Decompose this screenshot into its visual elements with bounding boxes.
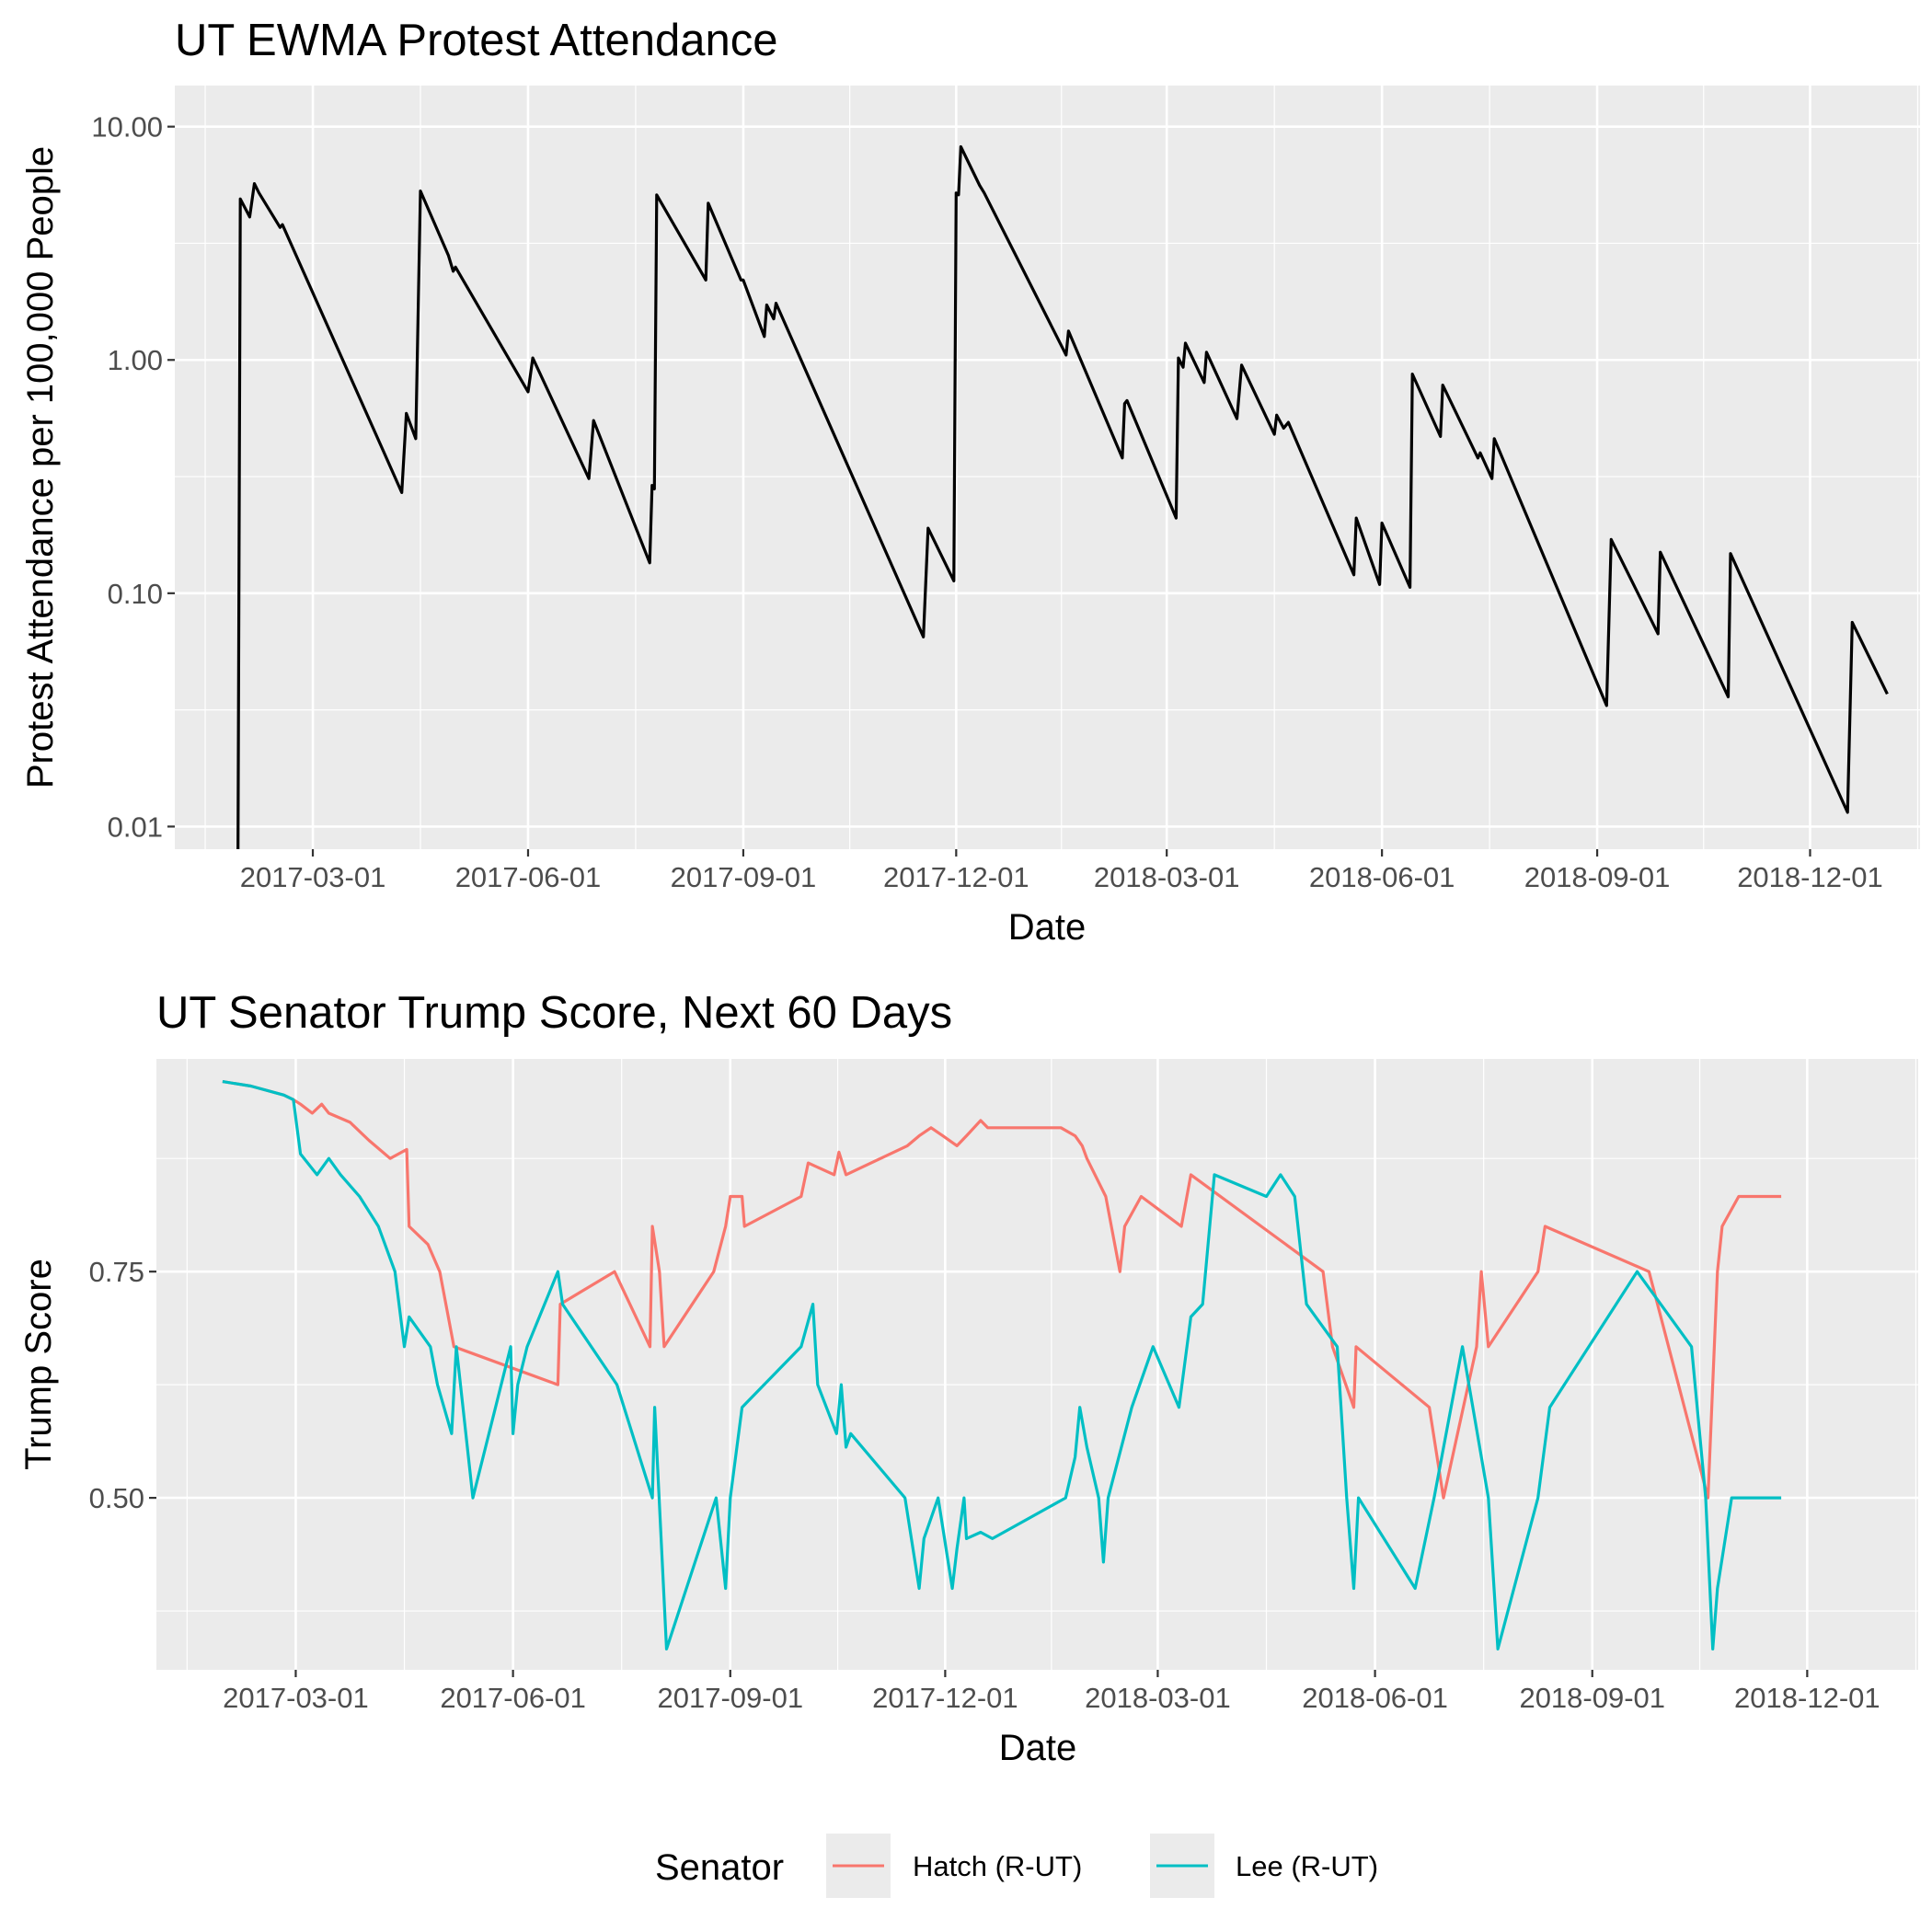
legend: Senator Hatch (R-UT) Lee (R-UT) xyxy=(655,1834,1378,1898)
top-y-tick-label: 0.01 xyxy=(108,811,163,843)
top-x-tick-label: 2018-03-01 xyxy=(1094,861,1240,893)
bot-x-tick-label: 2018-12-01 xyxy=(1734,1682,1880,1714)
top-x-axis-label: Date xyxy=(1008,907,1087,948)
top-x-tick-label: 2017-03-01 xyxy=(240,861,386,893)
bot-series-line-hatch xyxy=(222,1080,1782,1500)
bot-x-tick-label: 2017-03-01 xyxy=(223,1682,369,1714)
bot-x-tick-label: 2018-06-01 xyxy=(1302,1682,1448,1714)
bottom-plot-panel xyxy=(156,1059,1918,1670)
bot-y-tick-label: 0.50 xyxy=(89,1482,144,1514)
bot-x-tick-label: 2017-06-01 xyxy=(440,1682,586,1714)
top-series-line-protest-attendance xyxy=(236,144,1889,850)
top-x-tick-label: 2018-06-01 xyxy=(1309,861,1455,893)
top-chart-title: UT EWMA Protest Attendance xyxy=(175,16,777,65)
top-axes: 0.01 0.10 1.00 10.00 2017-03-01 2017-06-01 201… xyxy=(91,111,1882,893)
bottom-grid xyxy=(156,1059,1918,1670)
bot-x-tick-label: 2017-12-01 xyxy=(872,1682,1018,1714)
legend-label-lee: Lee (R-UT) xyxy=(1236,1850,1378,1882)
legend-label-hatch: Hatch (R-UT) xyxy=(913,1850,1082,1882)
bottom-series-layer xyxy=(222,1080,1782,1651)
bottom-chart-title: UT Senator Trump Score, Next 60 Days xyxy=(156,988,952,1038)
top-y-tick-label: 0.10 xyxy=(108,578,163,610)
top-x-tick-label: 2018-12-01 xyxy=(1737,861,1883,893)
bot-x-tick-label: 2018-09-01 xyxy=(1519,1682,1665,1714)
legend-title: Senator xyxy=(655,1847,784,1888)
bottom-x-axis-label: Date xyxy=(999,1728,1077,1768)
bot-x-tick-label: 2017-09-01 xyxy=(657,1682,803,1714)
top-y-axis-label: Protest Attendance per 100,000 People xyxy=(20,146,61,788)
top-plot-panel xyxy=(175,86,1920,849)
top-series-layer xyxy=(236,144,1889,850)
top-grid xyxy=(175,86,1920,849)
top-x-tick-label: 2017-06-01 xyxy=(455,861,602,893)
top-y-tick-label: 10.00 xyxy=(91,111,163,144)
bottom-y-axis-label: Trump Score xyxy=(18,1259,59,1470)
top-x-tick-label: 2018-09-01 xyxy=(1524,861,1671,893)
bot-y-tick-label: 0.75 xyxy=(89,1256,144,1288)
bot-x-tick-label: 2018-03-01 xyxy=(1085,1682,1231,1714)
bottom-axes: 0.50 0.75 2017-03-01 2017-06-01 2017-09-01 20… xyxy=(89,1256,1880,1714)
top-y-tick-label: 1.00 xyxy=(108,344,163,376)
bot-series-line-lee xyxy=(222,1080,1782,1651)
top-x-tick-label: 2017-09-01 xyxy=(671,861,817,893)
top-x-tick-label: 2017-12-01 xyxy=(883,861,1029,893)
